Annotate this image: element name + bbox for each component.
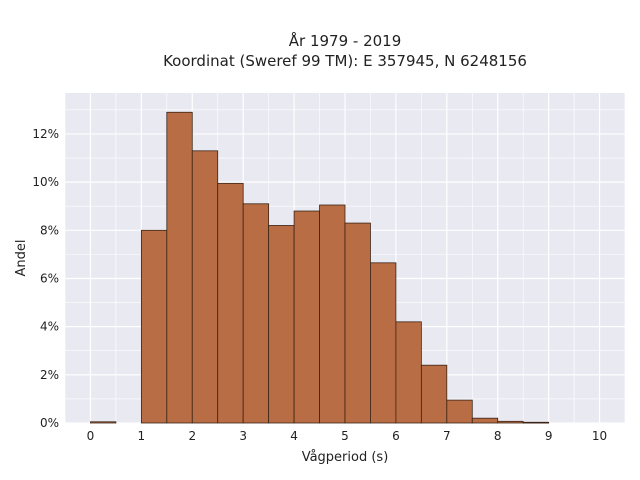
histogram-bar — [471, 417, 499, 424]
histogram-bar — [191, 150, 219, 424]
y-tick-label: 10% — [32, 175, 59, 189]
y-tick-label: 8% — [40, 223, 59, 237]
histogram-bar — [446, 399, 473, 424]
histogram-bar — [242, 203, 270, 424]
histogram-bar — [166, 111, 193, 424]
histogram-bar — [420, 364, 448, 424]
histogram-bar — [522, 421, 550, 424]
y-axis-label: Andel — [14, 240, 29, 277]
x-tick-label: 5 — [341, 429, 349, 443]
x-tick-label: 0 — [87, 429, 95, 443]
bars — [90, 111, 550, 424]
x-tick-label: 1 — [138, 429, 146, 443]
histogram-bar — [319, 204, 346, 424]
y-axis-ticks: 0% 2% 4% 6% 8% 10% 12% — [32, 127, 59, 430]
histogram-bar — [217, 182, 244, 424]
chart-title-line-2: Koordinat (Sweref 99 TM): E 357945, N 62… — [163, 52, 527, 70]
y-tick-label: 12% — [32, 127, 59, 141]
x-tick-label: 9 — [545, 429, 553, 443]
histogram-bar — [395, 321, 422, 424]
histogram-bar — [268, 225, 295, 424]
histogram-bar — [370, 262, 397, 424]
histogram-bar — [293, 210, 320, 424]
histogram-bar — [90, 421, 117, 424]
chart-title-line-1: År 1979 - 2019 — [289, 31, 402, 50]
y-tick-label: 0% — [40, 416, 59, 430]
x-axis-ticks: 0 1 2 3 4 5 6 7 8 9 10 — [87, 429, 608, 443]
x-tick-label: 4 — [290, 429, 298, 443]
x-tick-label: 7 — [443, 429, 451, 443]
x-tick-label: 8 — [494, 429, 502, 443]
y-tick-label: 6% — [40, 271, 59, 285]
histogram-bar — [497, 420, 524, 424]
x-tick-label: 2 — [188, 429, 196, 443]
y-tick-label: 2% — [40, 368, 59, 382]
y-tick-label: 4% — [40, 320, 59, 334]
histogram-bar — [140, 229, 168, 424]
x-tick-label: 10 — [592, 429, 607, 443]
x-tick-label: 3 — [239, 429, 247, 443]
x-tick-label: 6 — [392, 429, 400, 443]
x-axis-label: Vågperiod (s) — [302, 450, 389, 465]
histogram-bar — [344, 222, 371, 424]
